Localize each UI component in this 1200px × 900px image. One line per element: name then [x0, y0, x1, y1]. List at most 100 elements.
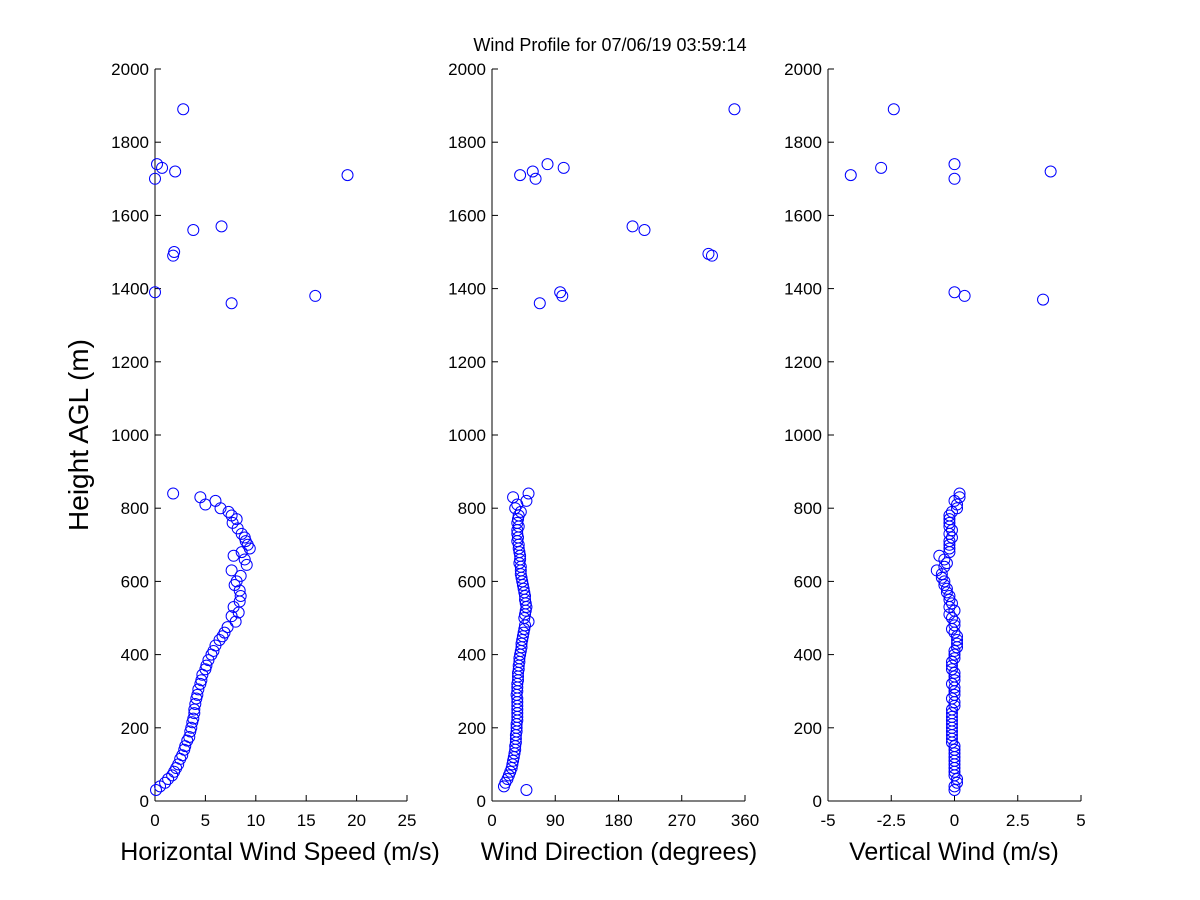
data-point: [222, 505, 235, 518]
y-tick-label: 1600: [448, 206, 486, 225]
data-point: [194, 677, 207, 690]
y-tick-label: 1000: [111, 426, 149, 445]
data-point: [519, 604, 532, 617]
data-point: [875, 161, 888, 174]
data-point: [238, 531, 251, 544]
data-point: [951, 633, 964, 646]
x-tick-label: 5: [201, 811, 210, 830]
x-tick-label: 360: [731, 811, 759, 830]
data-point: [958, 289, 971, 302]
data-point: [948, 644, 961, 657]
data-point: [514, 505, 527, 518]
x-tick-label: 0: [950, 811, 959, 830]
y-tick-label: 400: [121, 646, 149, 665]
data-point: [948, 780, 961, 793]
data-point: [501, 773, 514, 786]
data-point: [945, 531, 958, 544]
x-tick-label: -5: [820, 811, 835, 830]
data-point: [940, 582, 953, 595]
data-point: [184, 725, 197, 738]
x-tick-label: 0: [150, 811, 159, 830]
data-point: [557, 161, 570, 174]
data-point: [238, 553, 251, 566]
data-point: [541, 158, 554, 171]
data-point: [945, 659, 958, 672]
y-tick-label: 200: [794, 719, 822, 738]
data-point: [216, 630, 229, 643]
x-tick-label: 25: [398, 811, 417, 830]
data-point: [948, 494, 961, 507]
y-tick-label: 2000: [784, 60, 822, 79]
x-axis-label-horizontal-wind-speed: Horizontal Wind Speed (m/s): [120, 838, 440, 866]
data-point: [522, 487, 535, 500]
panel-vertical-wind: 0 200 400 600 800 1000 1200 1400 1600 1800 2000 -5 -…: [784, 60, 1086, 830]
chart-title: Wind Profile for 07/06/19 03:59:14: [473, 35, 746, 55]
data-point: [951, 641, 964, 654]
data-point: [626, 220, 639, 233]
x-tick-label: 270: [668, 811, 696, 830]
data-point: [948, 762, 961, 775]
x-tick-label: 15: [297, 811, 316, 830]
y-tick-label: 800: [121, 499, 149, 518]
data-point: [948, 681, 961, 694]
data-point: [948, 158, 961, 171]
y-tick-label: 1800: [448, 133, 486, 152]
y-tick-label: 800: [794, 499, 822, 518]
data-point: [235, 546, 248, 559]
data-point: [235, 527, 248, 540]
data-point: [940, 586, 953, 599]
x-tick-label: 90: [546, 811, 565, 830]
data-point: [154, 780, 167, 793]
data-point: [945, 524, 958, 537]
data-point: [189, 698, 202, 711]
data-point: [240, 558, 253, 571]
data-point: [887, 103, 900, 116]
data-point: [1044, 165, 1057, 178]
data-point: [149, 286, 161, 299]
data-point: [177, 103, 190, 116]
data-point: [522, 615, 535, 628]
data-point: [507, 754, 520, 767]
y-tick-label: 800: [458, 499, 486, 518]
data-point: [705, 249, 718, 262]
data-point: [945, 612, 958, 624]
data-point: [166, 769, 179, 782]
y-tick-label: 600: [794, 572, 822, 591]
data-point: [533, 297, 546, 310]
data-point: [556, 289, 569, 302]
data-point: [948, 699, 961, 712]
data-point: [728, 103, 741, 116]
y-tick-label: 1800: [111, 133, 149, 152]
y-tick-label: 0: [477, 792, 486, 811]
data-point: [187, 224, 200, 237]
y-tick-label: 2000: [448, 60, 486, 79]
data-point: [948, 765, 961, 778]
data-point: [168, 246, 181, 258]
data-point: [167, 249, 180, 262]
data-point: [1037, 293, 1050, 306]
data-point: [205, 648, 218, 661]
data-point: [149, 172, 161, 185]
y-tick-label: 1200: [784, 353, 822, 372]
data-point: [506, 758, 519, 771]
y-tick-label: 200: [458, 719, 486, 738]
y-tick-label: 600: [458, 572, 486, 591]
data-point: [167, 487, 180, 500]
data-point: [497, 780, 510, 793]
data-point: [199, 663, 212, 676]
x-tick-label: 2.5: [1006, 811, 1030, 830]
data-point: [529, 172, 542, 185]
y-tick-label: 1400: [784, 280, 822, 299]
data-point: [948, 172, 961, 185]
data-point: [951, 773, 964, 786]
data-point: [938, 575, 951, 588]
data-point: [232, 606, 245, 619]
data-point: [234, 590, 247, 603]
data-point: [940, 557, 953, 570]
x-tick-label: 5: [1076, 811, 1085, 830]
data-point: [199, 498, 212, 511]
data-point: [938, 560, 951, 573]
y-tick-label: 1600: [111, 206, 149, 225]
y-tick-label: 400: [458, 646, 486, 665]
